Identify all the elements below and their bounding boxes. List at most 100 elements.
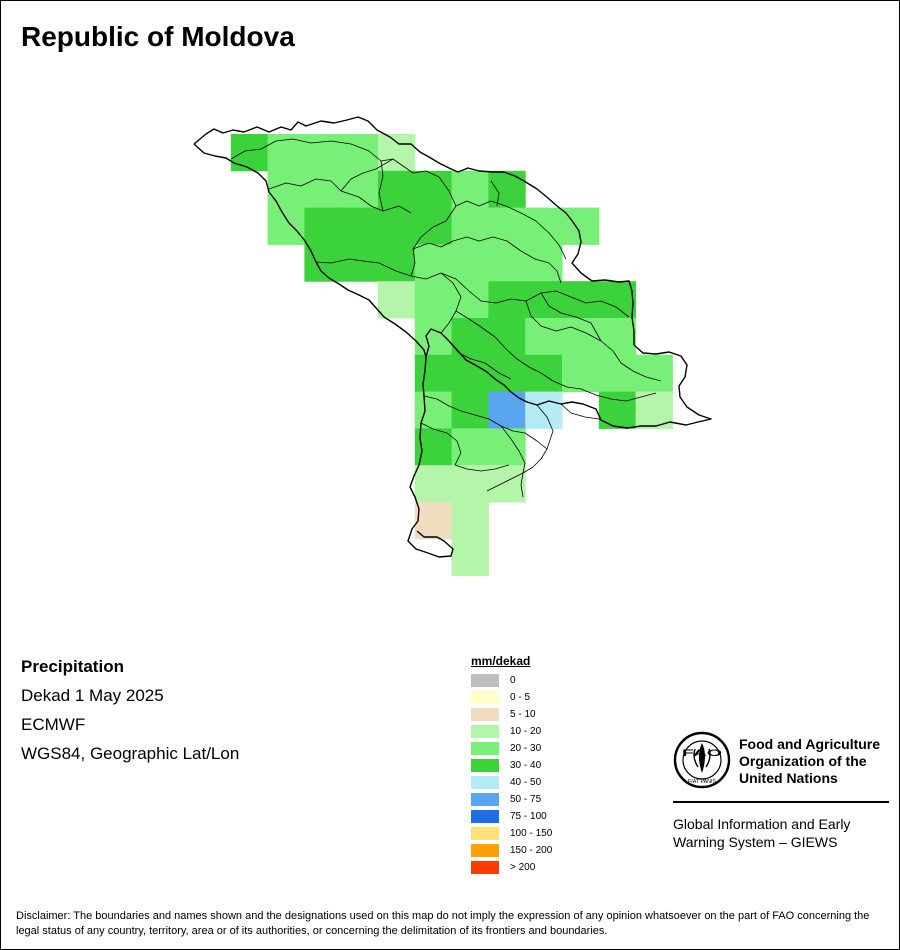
precipitation-map [193,116,712,577]
legend-swatch [471,844,499,857]
precipitation-cell [525,281,563,319]
precipitation-cell [414,318,453,356]
legend-swatch [471,691,499,704]
precipitation-cell [488,354,526,393]
precipitation-cell [451,354,489,393]
legend-swatch [471,759,499,772]
map-title: Republic of Moldova [21,21,295,52]
precipitation-cell [451,207,489,245]
precipitation-cell [488,170,526,209]
fao-name-line: United Nations [739,770,838,786]
precipitation-cell [414,281,453,319]
precipitation-cell [451,538,489,577]
precipitation-cell [525,207,563,245]
legend-label: 0 - 5 [510,692,531,703]
projection-label: WGS84, Geographic Lat/Lon [21,744,240,763]
precipitation-cell [598,281,637,319]
precipitation-cell [230,134,269,172]
legend-items: 0 0 - 5 5 - 10 10 - 20 20 - 30 30 - 40 40 - 50… [471,672,552,876]
legend-label: 5 - 10 [510,709,536,720]
legend-item: 0 [471,672,552,689]
source-label: ECMWF [21,715,86,734]
precipitation-grid [230,134,673,577]
precipitation-cell [414,502,453,540]
legend-label: 40 - 50 [510,777,542,788]
legend-item: > 200 [471,859,552,876]
precipitation-cell [378,170,416,209]
legend-swatch [471,776,499,789]
legend: mm/dekad 0 0 - 5 5 - 10 10 - 20 20 - 30 30 - … [471,654,552,876]
precipitation-cell [378,281,416,319]
precipitation-cell [488,428,526,466]
disclaimer: Disclaimer: The boundaries and names sho… [16,910,870,937]
precipitation-cell [304,134,342,172]
legend-item: 40 - 50 [471,774,552,791]
legend-swatch [471,861,499,874]
precipitation-cell [562,281,600,319]
fao-name-line: Organization of the [739,753,867,769]
district-boundaries [230,138,662,498]
precipitation-cell [414,244,453,282]
legend-item: 30 - 40 [471,757,552,774]
legend-swatch [471,793,499,806]
precipitation-cell [562,354,600,393]
legend-item: 150 - 200 [471,842,552,859]
legend-swatch [471,674,499,687]
precipitation-cell [341,170,379,209]
precipitation-cell [525,244,563,282]
legend-item: 75 - 100 [471,808,552,825]
precipitation-cell [488,465,526,503]
precipitation-cell [341,134,379,172]
precipitation-cell [488,244,526,282]
legend-label: 75 - 100 [510,811,547,822]
precipitation-cell [378,207,416,245]
precipitation-cell [451,465,489,503]
map-info: Precipitation Dekad 1 May 2025 ECMWF WGS… [21,657,239,773]
precipitation-cell [525,318,563,356]
divider [673,801,889,803]
precipitation-cell [267,170,305,209]
precipitation-cell [378,134,416,172]
precipitation-cell [267,207,305,245]
giews-name: Global Information and Early Warning Sys… [673,815,889,851]
precipitation-cell [414,207,453,245]
legend-item: 50 - 75 [471,791,552,808]
legend-label: 100 - 150 [510,828,553,839]
fao-logo-icon: FAO FIAT PANIS [673,731,731,789]
precipitation-cell [598,318,637,356]
legend-label: 30 - 40 [510,760,542,771]
legend-label: 10 - 20 [510,726,542,737]
legend-label: 20 - 30 [510,743,542,754]
precipitation-cell [488,391,526,429]
precipitation-cell [451,170,489,209]
precipitation-cell [341,244,379,282]
precipitation-cell [304,207,342,245]
precipitation-cell [451,391,489,429]
legend-label: > 200 [510,862,536,873]
period-label: Dekad 1 May 2025 [21,686,164,705]
legend-label: 50 - 75 [510,794,542,805]
precipitation-cell [525,354,563,393]
fao-name: Food and Agriculture Organization of the… [739,736,880,787]
legend-item: 100 - 150 [471,825,552,842]
precipitation-cell [304,170,342,209]
precipitation-cell [378,244,416,282]
precipitation-cell [451,502,489,540]
variable-label: Precipitation [21,657,124,676]
giews-line: Global Information and Early [673,816,851,832]
precipitation-cell [525,391,563,429]
precipitation-cell [635,354,673,393]
giews-line: Warning System – GIEWS [673,834,838,850]
legend-swatch [471,810,499,823]
precipitation-cell [451,281,489,319]
legend-swatch [471,708,499,721]
legend-swatch [471,827,499,840]
fao-logo-motto: FIAT PANIS [688,779,717,785]
legend-label: 0 [510,675,516,686]
precipitation-cell [451,244,489,282]
precipitation-cell [451,318,489,356]
legend-item: 20 - 30 [471,740,552,757]
legend-title: mm/dekad [471,654,531,668]
precipitation-cell [488,207,526,245]
